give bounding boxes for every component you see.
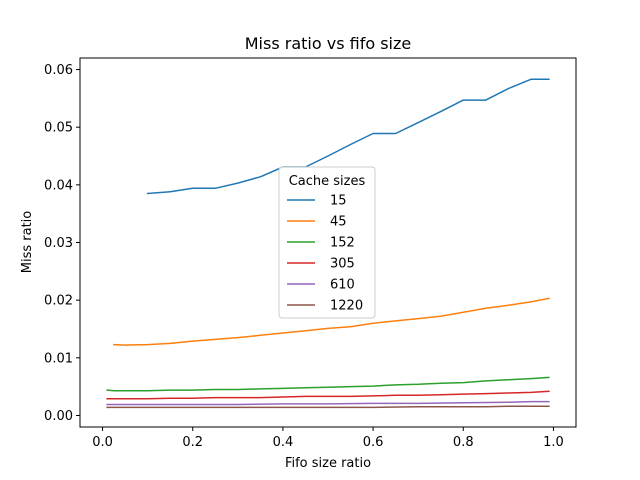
y-tick-label: 0.05	[44, 121, 73, 136]
chart-title: Miss ratio vs fifo size	[245, 34, 411, 53]
legend-label-610: 610	[330, 278, 355, 293]
y-axis: 0.00 0.01 0.02 0.03 0.04 0.05 0.06	[44, 63, 80, 424]
series-line-1220	[106, 405, 550, 409]
x-tick-label: 0.0	[92, 435, 113, 450]
y-axis-title: Miss ratio	[20, 211, 35, 274]
y-tick-label: 0.01	[44, 351, 73, 366]
y-tick-label: 0.04	[44, 178, 73, 193]
y-tick-label: 0.03	[44, 236, 73, 251]
y-tick-label: 0.00	[44, 409, 73, 424]
x-axis-title: Fifo size ratio	[285, 456, 371, 471]
series-layer	[106, 78, 550, 409]
series-line-152	[106, 376, 550, 392]
x-tick-label: 1.0	[543, 435, 564, 450]
series-line-610	[106, 400, 550, 406]
series-line-15	[146, 78, 550, 195]
y-tick-label: 0.06	[44, 63, 73, 78]
legend-label-45: 45	[330, 215, 347, 230]
legend-label-15: 15	[330, 194, 347, 209]
legend-entries: 15 45 152 305 610 1220	[287, 194, 363, 314]
series-line-305	[106, 390, 550, 400]
legend-label-305: 305	[330, 257, 355, 272]
legend-title: Cache sizes	[289, 174, 366, 189]
x-tick-label: 0.2	[182, 435, 203, 450]
x-axis: 0.0 0.2 0.4 0.6 0.8 1.0	[92, 427, 564, 450]
series-line-45	[113, 297, 550, 346]
x-tick-label: 0.4	[273, 435, 294, 450]
x-tick-label: 0.8	[453, 435, 474, 450]
legend-box	[278, 166, 376, 319]
y-tick-label: 0.02	[44, 294, 73, 309]
legend-label-152: 152	[330, 236, 355, 251]
legend-label-1220: 1220	[330, 299, 363, 314]
x-tick-label: 0.6	[363, 435, 384, 450]
legend: Cache sizes 15 45 152 305 610 1220	[278, 166, 376, 319]
